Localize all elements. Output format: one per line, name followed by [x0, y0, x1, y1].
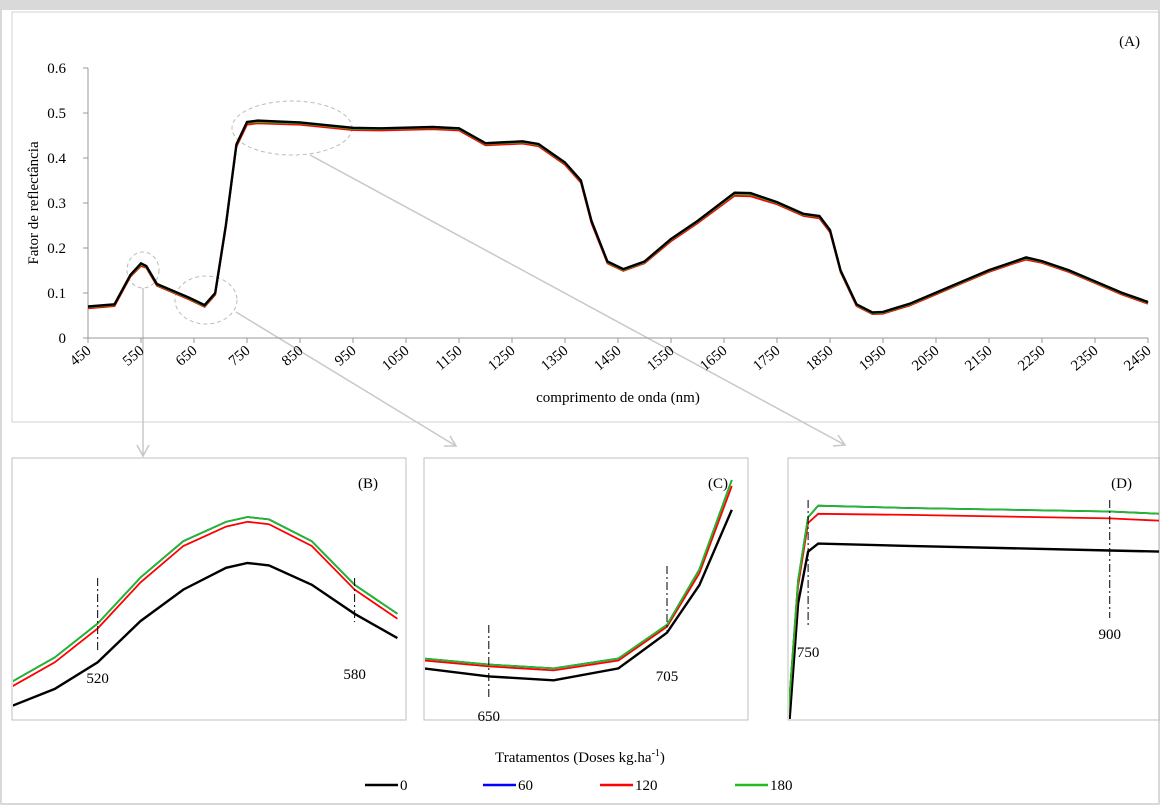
series-line: [13, 516, 398, 683]
zoom-arrow: [309, 154, 847, 447]
y-tick-label: 0.1: [47, 286, 66, 302]
y-tick-label: 0.2: [47, 241, 66, 257]
panel-d-frame: [787, 457, 1160, 721]
y-tick-label: 0: [59, 331, 67, 347]
panel-label: (C): [708, 476, 728, 492]
panel-label: (D): [1111, 476, 1132, 492]
series-line: [13, 561, 398, 707]
series-line: [13, 520, 398, 687]
marker-label: 650: [478, 709, 501, 725]
y-tick-label: 0.4: [47, 151, 66, 167]
marker-label: 705: [656, 669, 679, 685]
legend-label: 0: [400, 778, 408, 794]
marker-label: 750: [797, 645, 820, 661]
panel-b-frame: [11, 457, 407, 721]
zoom-arrows: [136, 154, 847, 458]
x-axis-label: comprimento de onda (nm): [536, 390, 700, 406]
marker-label: 900: [1098, 627, 1121, 643]
y-axis-label: Fator de reflectância: [26, 141, 42, 265]
plot-lines: [13, 516, 398, 707]
panel-label: (B): [358, 476, 378, 492]
legend-label: 120: [635, 778, 658, 794]
plot-lines: [87, 119, 1149, 316]
zoom-arrow: [235, 311, 458, 447]
legend-label: 180: [770, 778, 793, 794]
panel-c-frame: [423, 457, 749, 721]
panel-label: (A): [1119, 34, 1140, 50]
y-tick-label: 0.3: [47, 196, 66, 212]
legend-title-sup: -1: [652, 748, 660, 759]
top-bar: [0, 0, 1160, 10]
zoom-arrow: [136, 288, 150, 458]
y-tick-label: 0.6: [47, 61, 66, 77]
series-line: [425, 485, 733, 672]
legend-title-end: ): [660, 750, 665, 766]
panel-a-frame: [11, 11, 1160, 423]
series-line: [87, 119, 1149, 314]
zoom-ellipse: [174, 275, 238, 325]
zoom-ellipse: [126, 251, 160, 289]
y-tick-label: 0.5: [47, 106, 66, 122]
marker-label: 580: [343, 667, 366, 683]
legend-title: Tratamentos (Doses kg.ha-1): [495, 748, 665, 766]
legend-title-main: Tratamentos (Doses kg.ha: [495, 750, 652, 766]
legend-label: 60: [518, 778, 533, 794]
marker-label: 520: [86, 671, 109, 687]
